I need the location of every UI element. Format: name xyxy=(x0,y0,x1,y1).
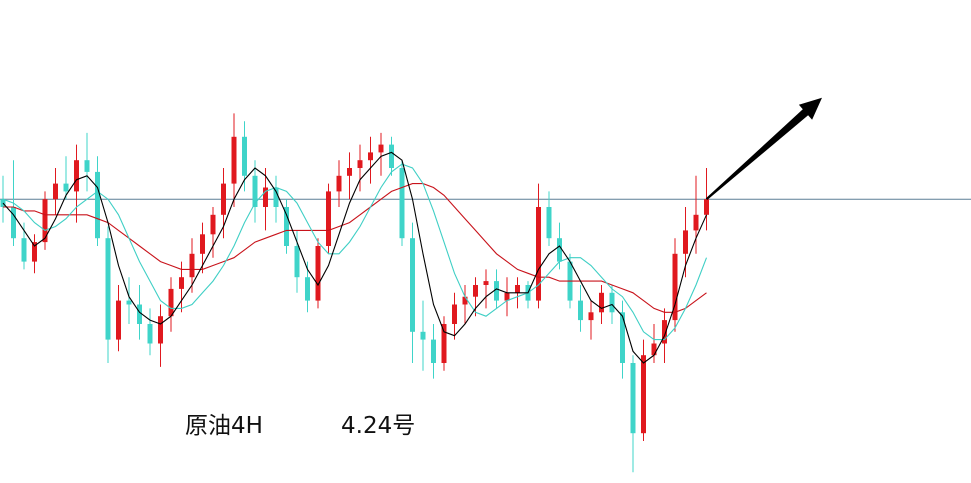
candle-body xyxy=(609,292,615,313)
candle-body xyxy=(294,246,300,278)
candle-body xyxy=(11,207,16,239)
candle-body xyxy=(347,168,352,176)
candle-body xyxy=(74,160,79,192)
candle-body xyxy=(651,343,657,356)
candle-body xyxy=(315,246,321,301)
candle-body xyxy=(305,277,310,301)
candle-body xyxy=(588,312,594,321)
candle-body xyxy=(63,183,69,192)
candle-body xyxy=(95,171,100,239)
candle-body xyxy=(189,253,195,278)
candle-body xyxy=(336,175,342,192)
candle-body xyxy=(368,152,373,161)
candle-body xyxy=(242,136,247,176)
candle-body xyxy=(683,230,688,254)
candle-body xyxy=(252,175,258,207)
candle-body xyxy=(441,324,447,363)
candle-body xyxy=(263,187,268,207)
candle-body xyxy=(221,183,226,215)
candle-body xyxy=(116,300,121,340)
candle-body xyxy=(326,191,331,246)
candle-body xyxy=(168,288,174,317)
candle-body xyxy=(431,339,436,363)
candle-body xyxy=(693,214,699,231)
instrument-label: 原油4H xyxy=(185,413,263,439)
candle-body xyxy=(557,238,562,262)
candle-body xyxy=(200,234,205,254)
candle-body xyxy=(389,144,394,168)
candle-body xyxy=(452,304,457,324)
candle-body xyxy=(179,277,184,289)
candle-body xyxy=(158,316,163,344)
candle-body xyxy=(284,207,289,246)
candle-body xyxy=(620,312,625,363)
candle-body xyxy=(42,199,48,243)
candle-body xyxy=(420,331,426,340)
date-label: 4.24号 xyxy=(341,413,416,439)
candle-body xyxy=(21,238,27,262)
candle-body xyxy=(630,363,636,434)
candle-body xyxy=(536,207,541,301)
candle-body xyxy=(147,324,153,344)
candle-body xyxy=(210,214,216,235)
candle-body xyxy=(672,253,678,321)
candle-body xyxy=(462,296,468,305)
candle-body xyxy=(378,144,384,153)
candle-body xyxy=(494,281,499,301)
candle-body xyxy=(599,292,604,313)
candle-body xyxy=(515,285,520,293)
candle-body xyxy=(473,285,478,297)
candle-body xyxy=(704,199,709,215)
candle-body xyxy=(641,355,646,434)
candle-body xyxy=(231,136,237,184)
candle-body xyxy=(32,242,37,262)
candle-body xyxy=(483,281,489,285)
candle-body xyxy=(578,300,583,321)
candle-body xyxy=(410,238,415,332)
candle-body xyxy=(662,320,667,344)
candle-body xyxy=(105,238,111,340)
candle-body xyxy=(504,292,510,301)
candle-body xyxy=(399,168,405,239)
candle-body xyxy=(126,300,132,305)
candle-body xyxy=(273,187,279,207)
candle-body xyxy=(357,160,363,168)
candle-body xyxy=(53,183,58,200)
candle-body xyxy=(137,304,142,324)
ma-mid-line xyxy=(2,163,708,341)
forecast-arrow xyxy=(705,97,822,200)
candle-body xyxy=(546,207,552,239)
ma-long-line xyxy=(3,183,707,313)
candle-body xyxy=(84,160,90,172)
ma-short-line xyxy=(2,151,708,364)
